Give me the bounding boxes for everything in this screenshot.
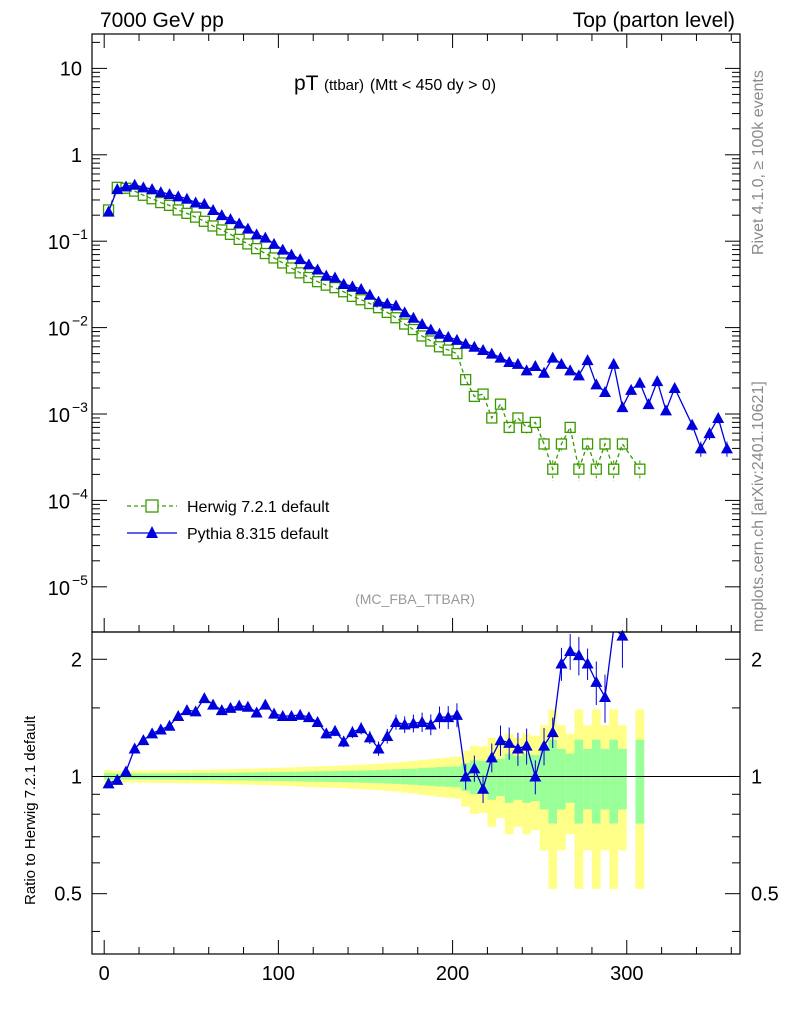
legend-pythia-label: Pythia 8.315 default	[187, 526, 329, 543]
ratio-band-1sigma	[548, 739, 558, 824]
ratio-band-1sigma	[565, 753, 575, 803]
herwig-point	[494, 398, 507, 410]
ratio-band-1sigma	[539, 748, 549, 810]
header-right: Top (parton level)	[573, 9, 735, 32]
y-tick-label: 10	[60, 58, 82, 80]
y-tick-exponent: −2	[72, 313, 88, 329]
ratio-band-1sigma	[487, 756, 497, 800]
ratio-band-1sigma	[574, 739, 584, 824]
ratio-uncertainty-bands	[92, 709, 740, 889]
legend: Herwig 7.2.1 default Pythia 8.315 defaul…	[127, 499, 330, 543]
herwig-point	[573, 463, 585, 475]
title-sub: (ttbar)	[324, 77, 364, 94]
ratio-band-1sigma	[591, 739, 601, 824]
ratio-band-1sigma	[600, 748, 610, 810]
ratio-y-tick-label-right: 0.5	[751, 884, 779, 906]
legend-herwig-marker	[145, 499, 159, 513]
ratio-band-1sigma	[609, 739, 619, 824]
plot-title: pT (ttbar) (Mtt < 450 dy > 0)	[294, 72, 496, 95]
ratio-y-tick-label-right: 2	[751, 649, 762, 671]
y-tick-label: 10	[48, 232, 70, 254]
herwig-point	[616, 438, 629, 450]
herwig-point	[407, 323, 420, 336]
herwig-point	[590, 463, 602, 475]
x-tick-label: 0	[99, 963, 110, 985]
y-tick-label: 10	[48, 405, 70, 427]
herwig-point	[390, 312, 402, 324]
herwig-point	[564, 421, 576, 434]
title-cond: (Mtt < 450 dy > 0)	[370, 77, 496, 94]
herwig-line	[107, 186, 641, 472]
analysis-label: (MC_FBA_TTBAR)	[355, 591, 475, 607]
herwig-point	[581, 438, 594, 450]
y-tick-exponent: −5	[72, 572, 88, 588]
x-tick-label: 200	[436, 963, 469, 985]
ratio-band-1sigma	[522, 753, 531, 803]
legend-herwig-label: Herwig 7.2.1 default	[187, 499, 330, 516]
ratio-y-tick-label: 2	[71, 649, 82, 671]
y-tick-label: 10	[48, 578, 70, 600]
ratio-frame	[91, 631, 741, 955]
ratio-band-1sigma	[557, 748, 566, 810]
y-tick-exponent: −4	[72, 485, 88, 501]
mcplots-label: mcplots.cern.ch [arXiv:2401.10621]	[750, 381, 767, 632]
herwig-point	[451, 347, 463, 360]
ratio-band-1sigma	[504, 753, 514, 803]
legend-pythia-marker	[146, 526, 158, 538]
y-tick-label: 1	[71, 145, 82, 167]
pythia-point	[607, 357, 620, 369]
herwig-point	[425, 335, 437, 347]
y-tick-label: 10	[48, 319, 70, 341]
title-main: pT	[294, 72, 319, 95]
y-tick-exponent: −1	[72, 226, 88, 242]
herwig-point	[477, 388, 489, 400]
herwig-point	[512, 412, 524, 424]
ratio-y-tick-label-right: 1	[751, 766, 762, 788]
ratio-band-1sigma	[513, 756, 523, 800]
y-tick-exponent: −3	[72, 399, 88, 415]
herwig-point	[538, 438, 550, 450]
ratio-band-1sigma	[583, 748, 592, 810]
ratio-line	[108, 632, 623, 791]
ratio-y-tick-label: 0.5	[54, 884, 82, 906]
rivet-label: Rivet 4.1.0, ≥ 100k events	[750, 70, 767, 255]
y-tick-label: 10	[48, 491, 70, 513]
data-marks	[102, 178, 733, 804]
ratio-y-tick-label: 1	[71, 766, 82, 788]
ratio-band-1sigma	[618, 748, 627, 810]
herwig-point	[459, 373, 472, 386]
ratio-band-1sigma	[496, 758, 505, 797]
x-tick-label: 300	[610, 963, 643, 985]
header-left: 7000 GeV pp	[100, 9, 224, 32]
ratio-y-axis-label: Ratio to Herwig 7.2.1 default	[22, 715, 39, 905]
ratio-band-1sigma	[635, 739, 645, 824]
pythia-line	[107, 184, 728, 450]
x-tick-label: 100	[262, 963, 295, 985]
